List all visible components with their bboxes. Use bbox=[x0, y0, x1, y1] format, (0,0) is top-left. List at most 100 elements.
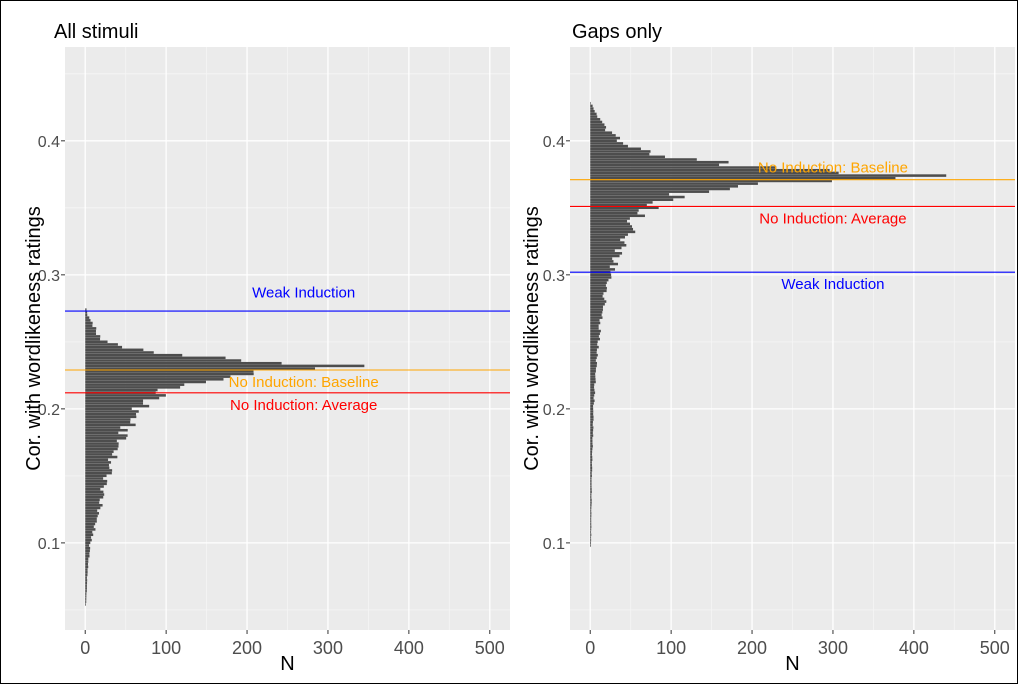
histogram-bar bbox=[590, 273, 612, 277]
histogram-bar bbox=[590, 396, 594, 400]
histogram-bar bbox=[590, 388, 595, 392]
histogram-bar bbox=[85, 340, 108, 344]
histogram-bar bbox=[85, 383, 185, 386]
histogram-bar bbox=[590, 297, 605, 301]
histogram-bar bbox=[590, 466, 593, 470]
histogram-bar bbox=[85, 343, 118, 346]
histogram-bar bbox=[85, 530, 93, 534]
histogram-bar bbox=[85, 428, 128, 432]
histogram-bar bbox=[590, 495, 592, 499]
histogram-bar bbox=[590, 538, 592, 542]
histogram-bar bbox=[85, 348, 144, 352]
histogram-bar bbox=[590, 520, 592, 523]
histogram-bar bbox=[590, 364, 597, 368]
histogram-bar bbox=[85, 426, 121, 429]
histogram-bar bbox=[590, 252, 623, 255]
histogram-bar bbox=[85, 442, 119, 445]
histogram-bar bbox=[590, 160, 729, 164]
histogram-bar bbox=[590, 112, 597, 116]
histogram-bar bbox=[590, 544, 591, 547]
histogram-bar bbox=[590, 238, 621, 242]
histogram-bar bbox=[590, 447, 593, 451]
histogram-bar bbox=[590, 482, 592, 486]
histogram-bar bbox=[85, 337, 101, 341]
panel-title: Gaps only bbox=[572, 21, 662, 43]
histogram-bar bbox=[590, 109, 595, 113]
histogram-bar bbox=[590, 136, 621, 140]
histogram-bar bbox=[590, 101, 591, 105]
histogram-bar bbox=[85, 541, 91, 545]
histogram-bar bbox=[85, 546, 91, 550]
histogram-bar bbox=[590, 182, 758, 185]
histogram-bar bbox=[590, 412, 594, 416]
histogram-bar bbox=[590, 203, 647, 207]
histogram-bar bbox=[85, 560, 89, 563]
histogram-bar bbox=[85, 407, 132, 411]
histogram-bar bbox=[590, 265, 610, 268]
histogram-bar bbox=[590, 120, 603, 124]
histogram-bar bbox=[85, 600, 87, 604]
histogram-bar bbox=[590, 230, 636, 234]
histogram-bar bbox=[590, 415, 594, 419]
histogram-bar bbox=[590, 442, 593, 445]
histogram-bar bbox=[85, 313, 88, 317]
histogram-bar bbox=[590, 155, 665, 159]
histogram-bar bbox=[590, 158, 697, 161]
histogram-bar bbox=[590, 268, 616, 271]
histogram-bar bbox=[590, 420, 593, 424]
histogram-bar bbox=[590, 517, 592, 520]
histogram-bar bbox=[590, 479, 592, 483]
histogram-bar bbox=[85, 562, 88, 566]
histogram-bar bbox=[590, 219, 628, 223]
histogram-bars bbox=[590, 101, 947, 547]
histogram-bar bbox=[85, 404, 150, 408]
y-tick-label: 0.4 bbox=[543, 134, 565, 151]
histogram-bar bbox=[590, 262, 619, 266]
histogram-bar bbox=[590, 450, 593, 453]
histogram-bar bbox=[85, 335, 101, 338]
histogram-bar bbox=[590, 493, 592, 496]
histogram-bar bbox=[590, 284, 606, 287]
histogram-bar bbox=[590, 509, 592, 512]
histogram-bar bbox=[85, 434, 128, 437]
histogram-bar bbox=[590, 469, 593, 472]
histogram-bar bbox=[85, 402, 144, 405]
histogram-bar bbox=[590, 335, 599, 338]
histogram-bar bbox=[85, 415, 137, 419]
histogram-bar bbox=[590, 504, 592, 507]
histogram-bar bbox=[85, 369, 254, 373]
histogram-bar bbox=[590, 487, 592, 491]
histogram-bar bbox=[85, 571, 88, 574]
histogram-bar bbox=[85, 412, 137, 416]
y-axis-label: Cor. with wordlikeness ratings bbox=[521, 206, 543, 471]
histogram-bar bbox=[590, 528, 592, 531]
histogram-bar bbox=[85, 589, 87, 593]
histogram-bar bbox=[85, 324, 93, 327]
histogram-bar bbox=[590, 292, 604, 295]
histogram-bar bbox=[85, 361, 282, 365]
x-tick-label: 0 bbox=[585, 638, 595, 658]
histogram-bar bbox=[590, 506, 592, 510]
histogram-bar bbox=[590, 477, 592, 480]
y-tick-label: 0.2 bbox=[543, 402, 565, 419]
x-tick-label: 300 bbox=[818, 638, 848, 658]
histogram-bar bbox=[590, 533, 592, 537]
histogram-bar bbox=[85, 544, 90, 547]
histogram-bar bbox=[590, 490, 592, 494]
histogram-bar bbox=[85, 584, 87, 587]
histogram-bar bbox=[590, 187, 730, 191]
histogram-bar bbox=[590, 437, 593, 440]
histogram-bar bbox=[590, 404, 594, 408]
histogram-bar bbox=[85, 581, 88, 585]
histogram-bar bbox=[85, 485, 104, 488]
histogram-bar bbox=[590, 115, 598, 118]
histogram-bar bbox=[85, 332, 97, 335]
histogram-bar bbox=[85, 378, 224, 381]
histogram-bar bbox=[590, 198, 674, 201]
histogram-bar bbox=[590, 351, 597, 354]
histogram-bar bbox=[85, 308, 87, 311]
histogram-bar bbox=[590, 458, 593, 461]
histogram-bar bbox=[85, 493, 105, 496]
histogram-bar bbox=[85, 445, 119, 448]
